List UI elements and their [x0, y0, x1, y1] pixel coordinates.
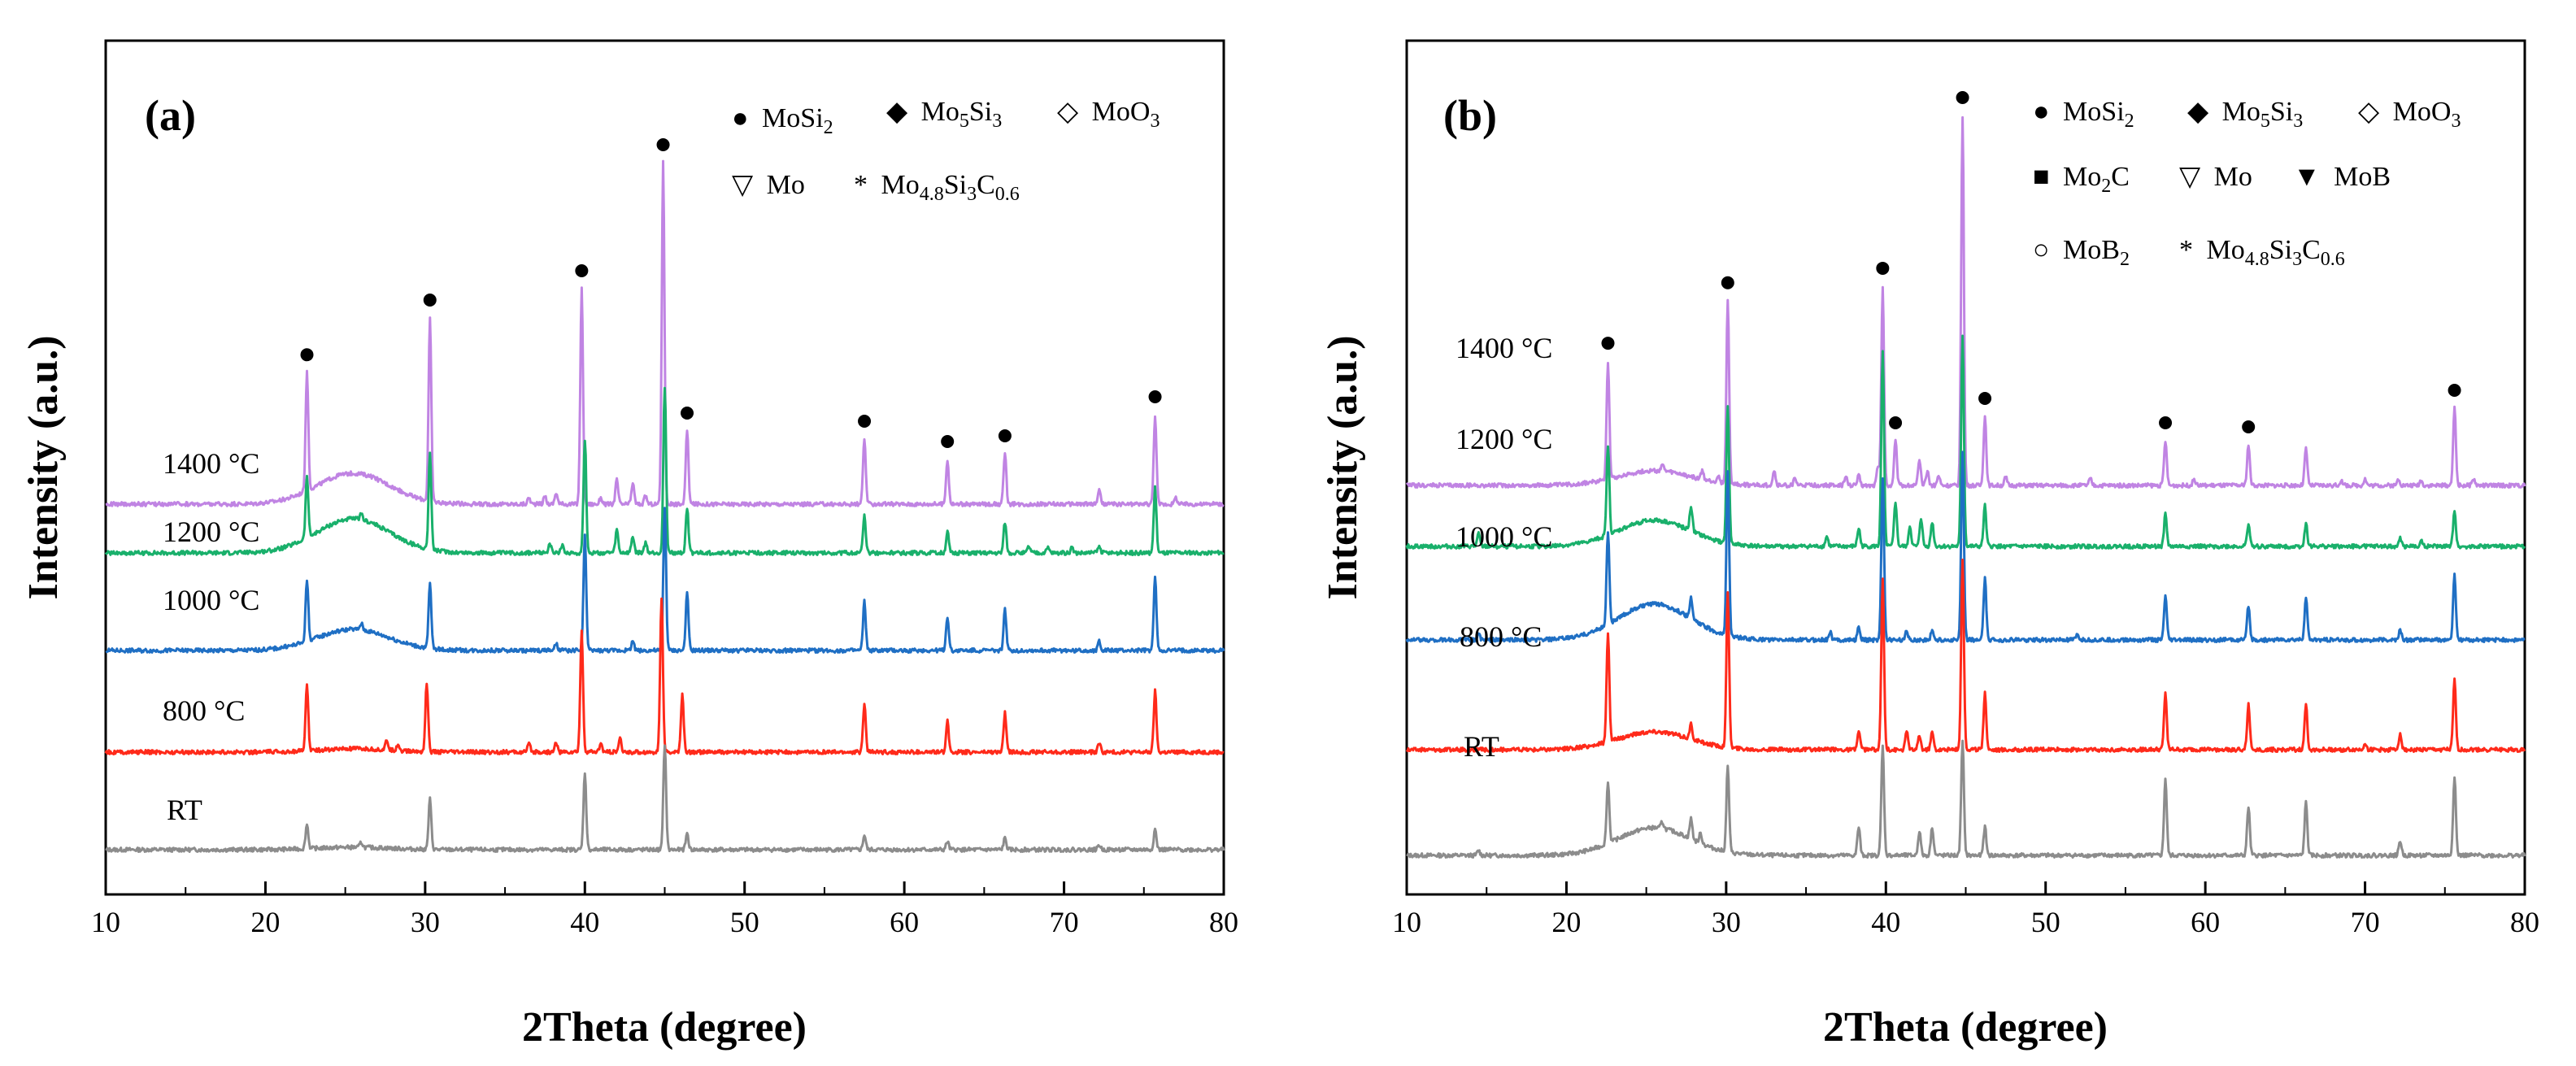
- panel-b-label: (b): [1443, 91, 1497, 140]
- legend-a-mosi2: ● MoSi2: [732, 103, 833, 138]
- x-tick-label: 40: [570, 906, 599, 938]
- series-1400c-line: [1405, 115, 2526, 489]
- panel-a-peak-markers: [300, 138, 1162, 448]
- mosi2-peak-marker: [656, 138, 670, 151]
- mosi2-peak-marker: [1148, 390, 1162, 403]
- panel-b-y-title: Intensity (a.u.): [1320, 335, 1366, 599]
- mosi2-peak-marker: [1978, 392, 1992, 405]
- x-tick-label: 20: [1551, 906, 1581, 938]
- x-tick-label: 10: [91, 906, 120, 938]
- series-1000c-line: [1405, 450, 2526, 643]
- mosi2-peak-marker: [300, 348, 314, 362]
- mosi2-peak-marker: [681, 407, 694, 420]
- legend-a-mo: ▽ Mo: [732, 170, 805, 200]
- panel-a-temp-1400: 1400 °C: [163, 447, 259, 480]
- panel-b-x-title: 2Theta (degree): [1823, 1004, 2108, 1051]
- mosi2-peak-marker: [998, 429, 1012, 442]
- series-rt-line: [105, 744, 1225, 853]
- x-tick-label: 50: [730, 906, 759, 938]
- x-tick-label: 70: [1050, 906, 1079, 938]
- legend-a-mo48si3c06: * Mo4.8Si3C0.6: [854, 170, 1020, 205]
- x-tick-label: 80: [1209, 906, 1238, 938]
- x-tick-label: 80: [2510, 906, 2539, 938]
- panel-a: 10 20 30 40 50 60 70 80 (a) 1400 °C 1200 °C 100…: [20, 39, 1238, 1051]
- series-1000c-line: [105, 507, 1225, 654]
- panel-a-label: (a): [145, 91, 196, 140]
- series-1200c-line: [104, 386, 1225, 556]
- mosi2-peak-marker: [2242, 420, 2256, 433]
- series-rt-line: [1406, 739, 2526, 859]
- legend-b-mo48si3c06: * Mo4.8Si3C0.6: [2179, 235, 2345, 270]
- mosi2-peak-marker: [575, 264, 589, 277]
- panel-b-x-ticks: 10 20 30 40 50 60 70 80: [1392, 881, 2539, 938]
- mosi2-peak-marker: [1601, 337, 1615, 350]
- legend-b-mo2c: ■ Mo2C: [2033, 162, 2130, 197]
- panel-a-y-title: Intensity (a.u.): [20, 335, 67, 599]
- mosi2-peak-marker: [941, 435, 955, 448]
- mosi2-peak-marker: [1889, 416, 1903, 429]
- panel-b-temp-800: 800 °C: [1460, 620, 1542, 653]
- mosi2-peak-marker: [858, 415, 872, 428]
- panel-b: 10 20 30 40 50 60 70 80 (b) 1400 °C 1200 °C 100…: [1320, 39, 2539, 1051]
- legend-b-mo: ▽ Mo: [2179, 162, 2252, 192]
- panel-a-temp-1200: 1200 °C: [163, 516, 259, 548]
- panel-b-temp-1200: 1200 °C: [1456, 423, 1552, 455]
- panel-a-x-title: 2Theta (degree): [522, 1004, 807, 1051]
- x-tick-label: 30: [1712, 906, 1741, 938]
- x-tick-label: 60: [2191, 906, 2220, 938]
- legend-b-mo5si3: ◆ Mo5Si3: [2187, 97, 2303, 132]
- x-tick-label: 70: [2351, 906, 2380, 938]
- panel-a-legend: ● MoSi2 ◆ Mo5Si3 ◇ MoO3 ▽ Mo * Mo4.8Si3C…: [732, 97, 1160, 205]
- legend-b-mob2: ○ MoB2: [2033, 235, 2130, 270]
- x-tick-label: 20: [250, 906, 280, 938]
- mosi2-peak-marker: [2448, 384, 2461, 397]
- legend-a-moo3: ◇ MoO3: [1057, 97, 1160, 132]
- mosi2-peak-marker: [1721, 276, 1734, 289]
- x-tick-label: 30: [411, 906, 440, 938]
- legend-b-moo3: ◇ MoO3: [2358, 97, 2461, 132]
- series-800c-line: [1405, 559, 2526, 753]
- mosi2-peak-marker: [423, 293, 437, 307]
- mosi2-peak-marker: [1876, 261, 1890, 275]
- series-1400c-line: [105, 159, 1225, 507]
- legend-a-mo5si3: ◆ Mo5Si3: [886, 97, 1002, 132]
- series-800c-line: [104, 597, 1225, 755]
- panel-a-temp-1000: 1000 °C: [163, 584, 259, 616]
- x-tick-label: 50: [2031, 906, 2060, 938]
- x-tick-label: 10: [1392, 906, 1421, 938]
- series-1200c-line: [1405, 334, 2526, 550]
- panel-a-temp-rt: RT: [167, 794, 202, 826]
- panel-b-temp-rt: RT: [1464, 730, 1499, 763]
- panel-a-temp-800: 800 °C: [163, 694, 245, 727]
- panel-b-temp-1000: 1000 °C: [1456, 520, 1552, 553]
- x-tick-label: 40: [1871, 906, 1900, 938]
- legend-b-mosi2: ● MoSi2: [2033, 97, 2134, 132]
- legend-b-mob: ▼ MoB: [2293, 162, 2391, 192]
- x-tick-label: 60: [890, 906, 919, 938]
- panel-a-x-ticks: 10 20 30 40 50 60 70 80: [91, 881, 1238, 938]
- mosi2-peak-marker: [1956, 91, 1969, 104]
- panel-a-curves: [104, 159, 1225, 853]
- panel-b-legend: ● MoSi2 ◆ Mo5Si3 ◇ MoO3 ■ Mo2C ▽ Mo ▼ Mo…: [2033, 97, 2461, 270]
- panel-b-curves: [1405, 115, 2526, 859]
- panel-b-temp-1400: 1400 °C: [1456, 332, 1552, 364]
- mosi2-peak-marker: [2159, 416, 2173, 429]
- panel-b-peak-markers: [1601, 91, 2461, 433]
